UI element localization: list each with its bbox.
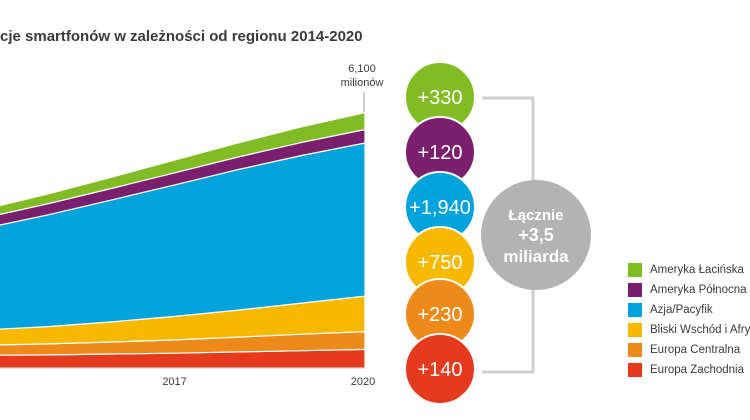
total-annotation: 6,100 bbox=[348, 63, 376, 75]
legend-item: Europa Centralna bbox=[628, 342, 750, 358]
increment-label: +230 bbox=[417, 304, 462, 326]
legend-swatch bbox=[628, 263, 642, 277]
legend-swatch bbox=[628, 323, 642, 337]
legend-swatch bbox=[628, 363, 642, 377]
legend-label: Azja/Pacyfik bbox=[650, 304, 713, 316]
legend-label: Europa Centralna bbox=[650, 344, 741, 356]
legend-item: Europa Zachodnia bbox=[628, 362, 750, 378]
total-circle-label: miliarda bbox=[503, 247, 569, 266]
chart-legend: Ameryka Łacińska Ameryka Północna Azja/Pac… bbox=[628, 262, 750, 382]
legend-swatch bbox=[628, 343, 642, 357]
legend-swatch bbox=[628, 303, 642, 317]
legend-swatch bbox=[628, 283, 642, 297]
increment-circle bbox=[404, 333, 476, 405]
increment-label: +330 bbox=[417, 87, 462, 109]
x-tick-label: 2017 bbox=[162, 376, 186, 388]
total-circle-label: +3,5 bbox=[518, 225, 554, 245]
legend-label: Bliski Wschód i Afryka bbox=[650, 324, 750, 336]
increment-label: +1,940 bbox=[409, 197, 471, 219]
legend-item: Ameryka Północna bbox=[628, 282, 750, 298]
legend-item: Ameryka Łacińska bbox=[628, 262, 750, 278]
legend-item: Azja/Pacyfik bbox=[628, 302, 750, 318]
legend-label: Europa Zachodnia bbox=[650, 364, 744, 376]
total-annotation: milionów bbox=[341, 77, 384, 89]
total-circle bbox=[481, 180, 591, 290]
total-circle-label: Łącznie bbox=[508, 207, 563, 224]
x-tick-label: 2020 bbox=[351, 376, 375, 388]
increment-label: +750 bbox=[417, 252, 462, 274]
chart-title: cje smartfonów w zależności od regionu 2… bbox=[0, 28, 363, 45]
area-series-ameryka-aci-ska bbox=[0, 111, 366, 215]
increment-label: +140 bbox=[417, 359, 462, 381]
legend-item: Bliski Wschód i Afryka bbox=[628, 322, 750, 338]
increment-label: +120 bbox=[417, 142, 462, 164]
legend-label: Ameryka Łacińska bbox=[650, 264, 744, 276]
legend-label: Ameryka Północna bbox=[650, 284, 747, 296]
